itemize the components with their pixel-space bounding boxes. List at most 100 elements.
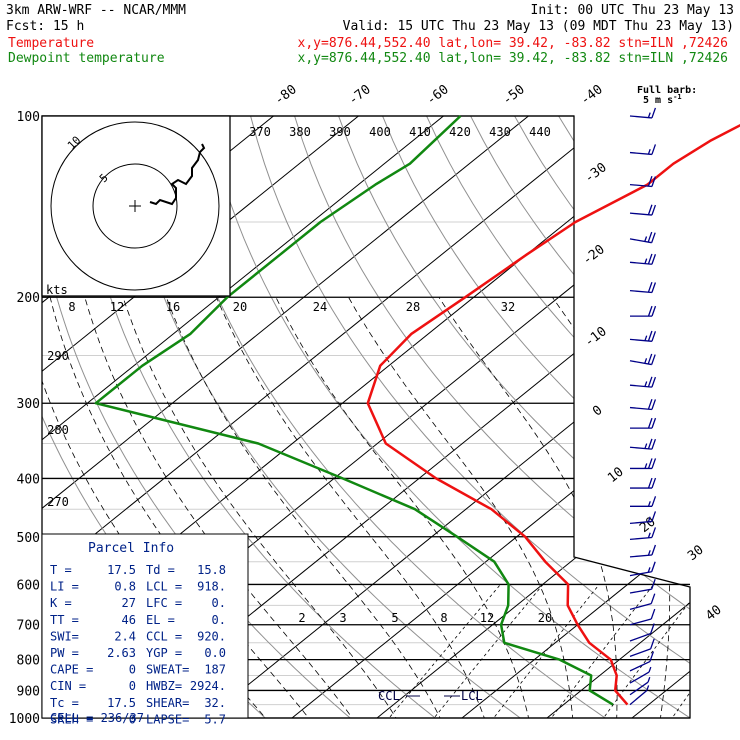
wind-barb-flag [644,463,648,469]
parcel-value: 32. [204,696,226,710]
wind-barb [630,417,657,429]
wind-barb-staff [629,632,651,642]
moist-adiabat [216,297,490,718]
wind-barb-flag [651,561,656,572]
parcel-key: CIN = [50,679,86,693]
wind-barb-flag [647,567,651,573]
parcel-value: 920. [197,629,226,643]
wind-barb [629,438,657,450]
wind-barb [629,638,655,657]
wind-barb [629,623,655,642]
wind-barb-staff [629,618,652,626]
model-title: 3km ARW-WRF -- NCAR/MMM [6,3,186,18]
dry-adiabat [382,116,690,718]
wind-barb-staff [629,671,650,684]
isotherm-label: -70 [346,82,374,108]
wind-barb-staff [629,689,648,706]
wind-barb [629,353,656,366]
pressure-tick-label: 800 [17,654,40,669]
isotherm-label: -10 [582,324,610,350]
dry-adiabat [250,116,690,718]
parcel-key: LCL = [146,580,182,594]
wind-barb [629,398,657,411]
hodograph-speed-label: 32 [501,300,515,314]
parcel-value: 0.8 [114,580,136,594]
isotherm [530,116,690,718]
wind-barb-staff [629,406,652,411]
isotherm [360,116,690,718]
pressure-tick-label: 1000 [9,712,40,727]
wind-barb [629,204,657,216]
temperature-line [366,123,740,706]
isotherm [42,116,546,718]
wind-barb-flag [651,399,657,410]
dry-adiabat [646,116,690,718]
wind-barb-flag [647,148,651,155]
dry-adiabat [514,116,690,718]
wind-barb-flag [651,544,657,556]
parcel-key: SWEAT= [146,663,189,677]
dry-adiabat [602,116,690,718]
dry-adiabat [338,116,690,718]
dry-adiabat [294,116,690,718]
parcel-value: 2.63 [107,646,136,660]
wind-barb-flag [647,532,651,538]
wind-barb-flag [647,676,651,683]
wind-barb-flag [647,417,653,429]
wind-barb-staff [629,360,652,366]
wind-barb-flag [647,204,653,215]
isotherm [445,116,690,718]
parcel-key: HWBZ= [146,679,182,693]
isotherm [190,116,690,718]
isotherm-label: -20 [580,242,608,268]
dry-adiabat [691,116,740,731]
parcel-value: 5.7 [204,712,226,726]
wind-barb-flag [650,608,656,620]
wind-barb [629,281,657,294]
wind-barb-staff [629,681,649,696]
hodograph-ring [92,163,178,249]
isotherm-label: 20 [637,515,659,536]
wind-barb-staff [629,183,652,188]
parcel-info-frame [41,533,249,719]
wind-barb-flag [647,458,653,469]
wind-barb-flag [651,282,657,293]
wind-barb [630,477,657,489]
moist-adiabat [687,297,690,718]
wind-barb-staff [629,384,652,388]
temperature-legend: Temperature [8,36,94,51]
mixing-ratio-line [593,584,690,718]
wind-barb-flag [651,477,657,489]
isotherm [42,116,376,718]
parcel-value: 187 [204,663,226,677]
wind-barb [629,666,652,684]
theta-label: 410 [409,125,431,139]
dry-adiabat [735,116,740,731]
valid-time: Valid: 15 UTC Thu 23 May 13 (09 MDT Thu … [343,19,734,34]
wind-barb-staff [629,338,652,342]
pressure-tick-label: 100 [17,110,40,125]
wind-barb-flag [647,501,651,507]
wind-barb-flag [648,666,652,673]
pressure-tick-label: 700 [17,619,40,634]
wind-barb-flag [647,353,653,365]
mixing-ratio-line [662,584,690,718]
wind-barb-staff [629,115,652,119]
wind-barb-flag [644,335,648,341]
hodograph-speed-label: 24 [313,300,327,314]
wind-barb-flag [651,204,657,216]
wind-barb-flag [647,477,653,489]
ccl-label: CCL [378,689,400,703]
dry-adiabat [162,116,625,718]
wind-barb-flag [650,593,656,604]
isotherm-label: -80 [272,82,300,108]
init-time: Init: 00 UTC Thu 23 May 13 [531,3,735,18]
mixing-ratio-label: 8 [440,611,447,625]
parcel-key: LFC = [146,596,182,610]
hodograph-rings [50,121,220,291]
wind-barb-flag [651,527,657,538]
wind-barb [629,685,650,706]
parcel-key: CAPE = [50,663,93,677]
moist-adiabat [122,297,405,718]
mixing-ratio-label: 3 [339,611,346,625]
